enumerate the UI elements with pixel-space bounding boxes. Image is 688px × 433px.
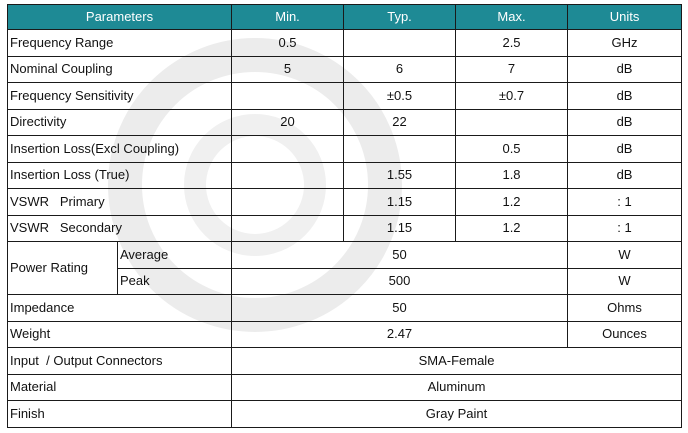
units-cell: dB bbox=[567, 82, 683, 110]
param-cell: VSWR Secondary bbox=[6, 214, 233, 242]
table-row: Directivity 20 22 dB bbox=[6, 108, 683, 136]
table-row-material: Material Aluminum bbox=[6, 373, 683, 401]
param-cell: Frequency Sensitivity bbox=[6, 82, 233, 110]
typ-cell: ±0.5 bbox=[343, 82, 457, 110]
table-row: Frequency Sensitivity ±0.5 ±0.7 dB bbox=[6, 82, 683, 110]
table-row-weight: Weight 2.47 Ounces bbox=[6, 320, 683, 348]
units-cell: Ohms bbox=[567, 294, 683, 322]
min-cell: 20 bbox=[231, 108, 345, 136]
param-cell: VSWR Primary bbox=[6, 188, 233, 216]
header-min: Min. bbox=[231, 4, 345, 30]
table-row-power-average: Power Rating Average 50 W bbox=[7, 241, 683, 295]
min-cell bbox=[231, 82, 345, 110]
power-peak-value: 500 bbox=[231, 267, 569, 295]
min-cell bbox=[231, 188, 345, 216]
table-row: Insertion Loss (True) 1.55 1.8 dB bbox=[6, 161, 683, 189]
param-cell: Weight bbox=[6, 320, 233, 348]
max-cell: ±0.7 bbox=[455, 82, 569, 110]
min-cell bbox=[231, 161, 345, 189]
max-cell: 1.2 bbox=[455, 188, 569, 216]
power-average-value: 50 bbox=[231, 241, 569, 269]
max-cell: 1.2 bbox=[455, 214, 569, 242]
table-row-finish: Finish Gray Paint bbox=[6, 400, 683, 428]
units-cell: : 1 bbox=[567, 188, 683, 216]
max-cell: 0.5 bbox=[455, 135, 569, 163]
table-row: Insertion Loss(Excl Coupling) 0.5 dB bbox=[6, 135, 683, 163]
min-cell: 0.5 bbox=[231, 29, 345, 57]
units-cell: GHz bbox=[567, 29, 683, 57]
table-row-impedance: Impedance 50 Ohms bbox=[6, 294, 683, 322]
max-cell bbox=[455, 108, 569, 136]
min-cell bbox=[231, 214, 345, 242]
param-cell: Insertion Loss(Excl Coupling) bbox=[6, 135, 233, 163]
units-cell: dB bbox=[567, 108, 683, 136]
impedance-value: 50 bbox=[231, 294, 569, 322]
units-cell: dB bbox=[567, 55, 683, 83]
weight-value: 2.47 bbox=[231, 320, 569, 348]
typ-cell bbox=[343, 29, 457, 57]
param-cell: Insertion Loss (True) bbox=[6, 161, 233, 189]
power-rating-label: Power Rating bbox=[7, 241, 118, 295]
units-cell: Ounces bbox=[567, 320, 683, 348]
typ-cell: 6 bbox=[343, 55, 457, 83]
header-typ: Typ. bbox=[343, 4, 457, 30]
table-row: Frequency Range 0.5 2.5 GHz bbox=[6, 29, 683, 57]
header-max: Max. bbox=[455, 4, 569, 30]
power-average-units: W bbox=[567, 241, 683, 269]
material-value: Aluminum bbox=[231, 373, 683, 401]
typ-cell bbox=[343, 135, 457, 163]
specifications-table: Parameters Min. Typ. Max. Units Frequenc… bbox=[6, 4, 683, 428]
typ-cell: 1.15 bbox=[343, 188, 457, 216]
header-parameters: Parameters bbox=[6, 4, 233, 30]
units-cell: dB bbox=[567, 161, 683, 189]
max-cell: 2.5 bbox=[455, 29, 569, 57]
max-cell: 7 bbox=[455, 55, 569, 83]
table-header-row: Parameters Min. Typ. Max. Units bbox=[6, 4, 683, 30]
min-cell bbox=[231, 135, 345, 163]
max-cell: 1.8 bbox=[455, 161, 569, 189]
param-cell: Nominal Coupling bbox=[6, 55, 233, 83]
typ-cell: 1.55 bbox=[343, 161, 457, 189]
param-cell: Frequency Range bbox=[6, 29, 233, 57]
table-row-connectors: Input / Output Connectors SMA-Female bbox=[6, 347, 683, 375]
table-row-power-peak: Peak 500 W bbox=[8, 267, 683, 295]
table-row: Nominal Coupling 5 6 7 dB bbox=[6, 55, 683, 83]
param-cell: Input / Output Connectors bbox=[6, 347, 233, 375]
table-row: VSWR Secondary 1.15 1.2 : 1 bbox=[6, 214, 683, 242]
power-average-label: Average bbox=[116, 241, 233, 269]
finish-value: Gray Paint bbox=[231, 400, 683, 428]
power-peak-units: W bbox=[567, 267, 683, 295]
table-row: VSWR Primary 1.15 1.2 : 1 bbox=[6, 188, 683, 216]
connectors-value: SMA-Female bbox=[231, 347, 683, 375]
param-cell: Finish bbox=[6, 400, 233, 428]
header-units: Units bbox=[567, 4, 683, 30]
units-cell: : 1 bbox=[567, 214, 683, 242]
power-peak-label: Peak bbox=[116, 267, 233, 295]
typ-cell: 22 bbox=[343, 108, 457, 136]
units-cell: dB bbox=[567, 135, 683, 163]
param-cell: Directivity bbox=[6, 108, 233, 136]
typ-cell: 1.15 bbox=[343, 214, 457, 242]
min-cell: 5 bbox=[231, 55, 345, 83]
param-cell: Impedance bbox=[6, 294, 233, 322]
param-cell: Material bbox=[6, 373, 233, 401]
